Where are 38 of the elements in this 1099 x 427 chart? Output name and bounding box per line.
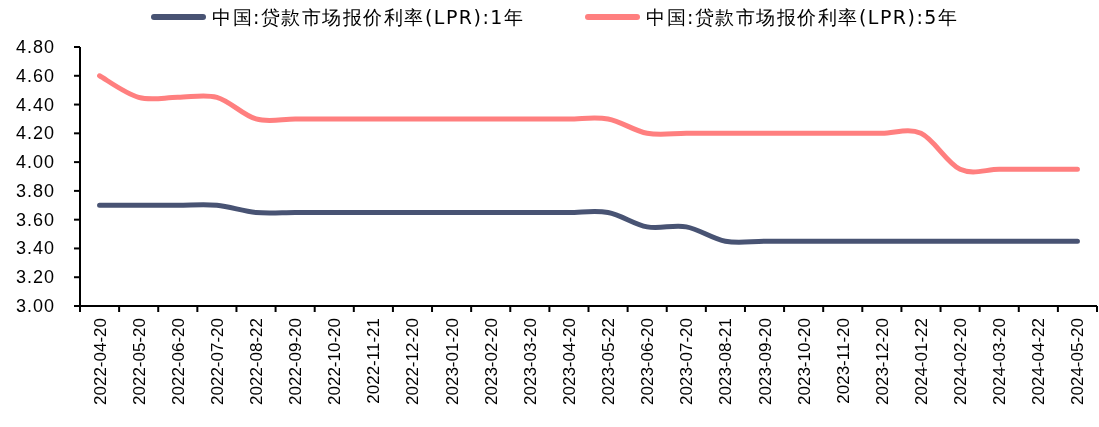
x-tick-label: 2022-10-20 xyxy=(325,318,345,405)
x-tick-label: 2022-09-20 xyxy=(286,318,306,405)
x-tick-label: 2022-07-20 xyxy=(207,318,227,405)
y-tick-label: 4.00 xyxy=(15,152,55,173)
y-tick-label: 4.40 xyxy=(15,94,55,115)
x-tick-label: 2022-08-22 xyxy=(247,318,267,405)
y-tick-label: 4.20 xyxy=(15,123,55,144)
x-tick-label: 2024-05-20 xyxy=(1068,318,1088,405)
x-tick-label: 2024-03-20 xyxy=(990,318,1010,405)
x-tick-label: 2023-12-20 xyxy=(872,318,892,405)
x-tick-label: 2022-11-21 xyxy=(364,318,384,404)
y-tick-label: 3.60 xyxy=(15,209,55,230)
x-tick-label: 2023-06-20 xyxy=(638,318,658,405)
x-tick-label: 2022-06-20 xyxy=(168,318,188,405)
x-tick-label: 2023-09-20 xyxy=(755,318,775,405)
x-tick-label: 2022-12-20 xyxy=(403,318,423,405)
x-tick-label: 2022-04-20 xyxy=(90,318,110,405)
x-tick-label: 2023-07-20 xyxy=(677,318,697,405)
x-tick-label: 2023-11-20 xyxy=(833,318,853,404)
y-tick-label: 4.80 xyxy=(15,37,55,57)
y-tick-label: 3.40 xyxy=(15,238,55,259)
legend-label: 中国:贷款市场报价利率(LPR):1年 xyxy=(212,6,525,28)
y-tick-label: 4.60 xyxy=(15,65,55,86)
x-tick-label: 2024-02-20 xyxy=(951,318,971,405)
x-tick-label: 2024-01-22 xyxy=(911,318,931,405)
x-tick-label: 2022-05-20 xyxy=(129,318,149,405)
x-tick-label: 2023-02-20 xyxy=(481,318,501,405)
legend-label: 中国:贷款市场报价利率(LPR):5年 xyxy=(646,6,959,28)
x-tick-label: 2023-04-20 xyxy=(559,318,579,405)
x-tick-label: 2023-01-20 xyxy=(442,318,462,405)
x-tick-label: 2023-08-21 xyxy=(716,318,736,405)
y-tick-label: 3.80 xyxy=(15,180,55,201)
y-tick-label: 3.00 xyxy=(15,296,55,316)
x-tick-label: 2023-03-20 xyxy=(520,318,540,405)
x-tick-label: 2024-04-22 xyxy=(1029,318,1049,405)
y-tick-label: 3.20 xyxy=(15,267,55,288)
x-tick-label: 2023-05-22 xyxy=(599,318,619,405)
x-tick-label: 2023-10-20 xyxy=(794,318,814,405)
